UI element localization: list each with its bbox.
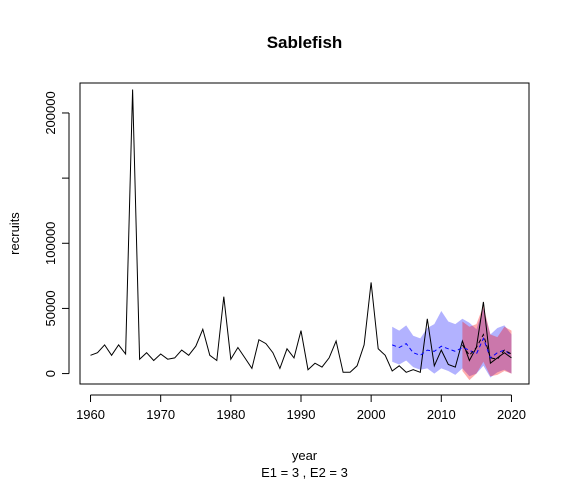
line-series-0: [90, 89, 512, 373]
y-tick-label-50000: 50000: [43, 290, 58, 326]
line-series-2: [461, 333, 512, 360]
x-axis-label: year: [292, 448, 318, 463]
x-tick-label-2000: 2000: [357, 407, 386, 422]
y-axis-label: recruits: [7, 212, 22, 255]
plot-box: [79, 82, 530, 385]
y-tick-label-100000: 100000: [43, 222, 58, 265]
x-tick-label-1970: 1970: [146, 407, 175, 422]
x-tick-label-1990: 1990: [287, 407, 316, 422]
y-tick-label-200000: 200000: [43, 91, 58, 134]
x-tick-label-2010: 2010: [427, 407, 456, 422]
x-axis-sublabel: E1 = 3 , E2 = 3: [261, 465, 348, 480]
series-lines: [90, 89, 512, 373]
line-series-1: [392, 337, 512, 359]
chart-title: Sablefish: [267, 33, 343, 52]
y-tick-label-0: 0: [43, 370, 58, 377]
x-tick-label-1980: 1980: [216, 407, 245, 422]
prediction-bands: [392, 305, 512, 381]
y-axis: 0 50000 100000 200000: [43, 91, 70, 377]
x-tick-label-2020: 2020: [497, 407, 526, 422]
x-axis: 1960 1970 1980 1990 2000 2010 2020: [76, 394, 526, 422]
x-tick-label-1960: 1960: [76, 407, 105, 422]
band-series-2: [462, 305, 512, 381]
